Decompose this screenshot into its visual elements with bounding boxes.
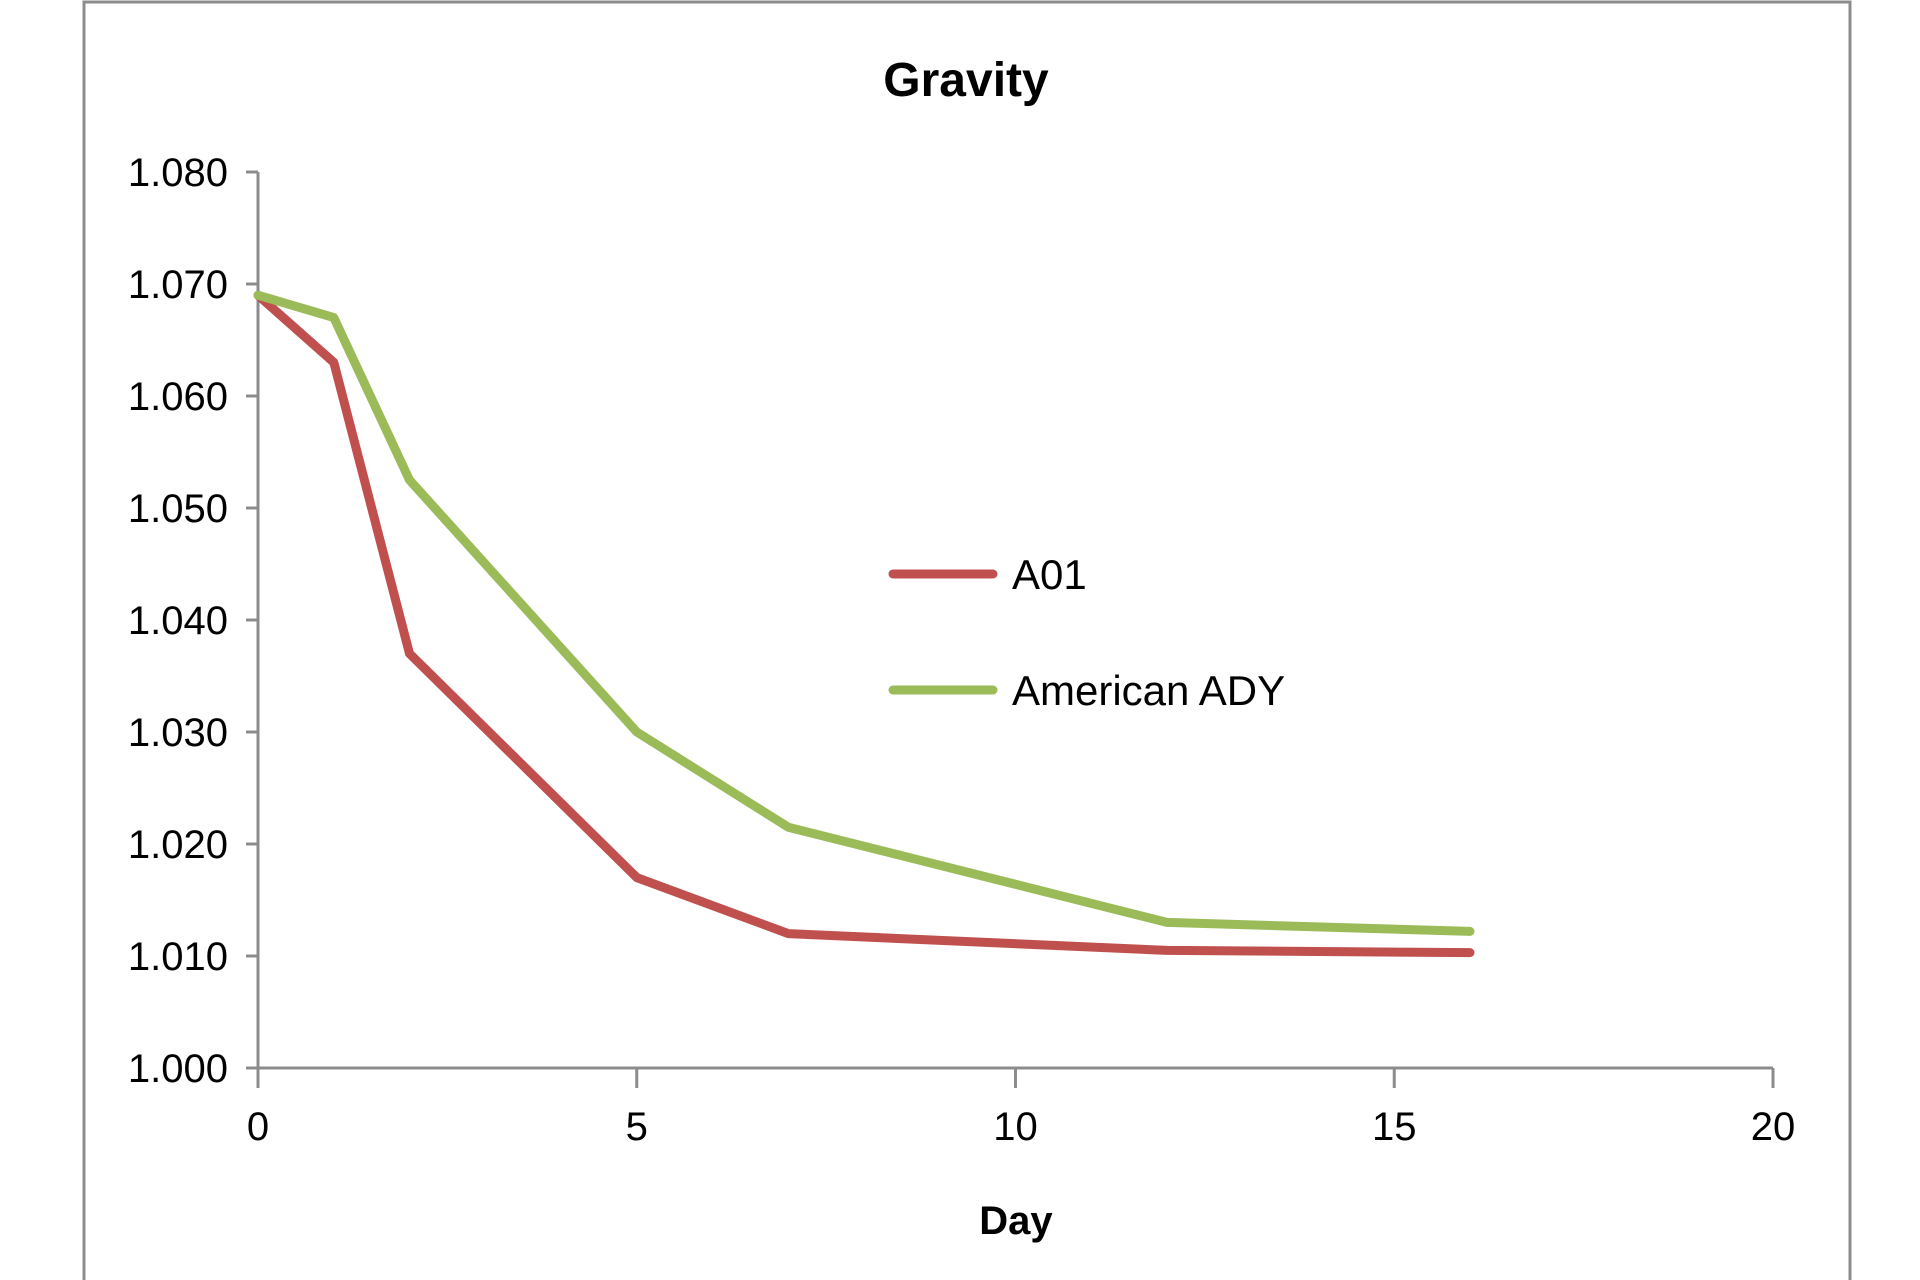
legend: A01 American ADY bbox=[888, 551, 1285, 714]
y-tick-label: 1.010 bbox=[128, 935, 228, 979]
legend-label-1: A01 bbox=[1012, 551, 1087, 598]
y-tick-label: 1.000 bbox=[128, 1047, 228, 1091]
series-line-1 bbox=[253, 290, 1475, 958]
y-tick-label: 1.020 bbox=[128, 823, 228, 867]
chart-title: Gravity bbox=[883, 54, 1049, 107]
y-tick-label: 1.050 bbox=[128, 487, 228, 531]
x-tick-label: 0 bbox=[247, 1105, 269, 1149]
y-tick-label: 1.040 bbox=[128, 599, 228, 643]
x-tick-label: 5 bbox=[626, 1105, 648, 1149]
x-tick-label: 20 bbox=[1751, 1105, 1796, 1149]
y-tick-label: 1.080 bbox=[128, 151, 228, 195]
x-tick-label: 15 bbox=[1372, 1105, 1417, 1149]
chart-frame bbox=[82, 0, 1852, 1280]
legend-label-2: American ADY bbox=[1012, 667, 1285, 714]
y-tick-label: 1.030 bbox=[128, 711, 228, 755]
y-tick-label: 1.060 bbox=[128, 375, 228, 419]
axes: 1.000 1.010 1.020 1.030 1.040 1.050 1.060 1.070… bbox=[128, 151, 1795, 1149]
series-line-2 bbox=[253, 290, 1475, 936]
series-layer bbox=[253, 290, 1475, 958]
y-tick-label: 1.070 bbox=[128, 263, 228, 307]
x-tick-label: 10 bbox=[993, 1105, 1038, 1149]
x-axis-title: Day bbox=[979, 1199, 1053, 1243]
